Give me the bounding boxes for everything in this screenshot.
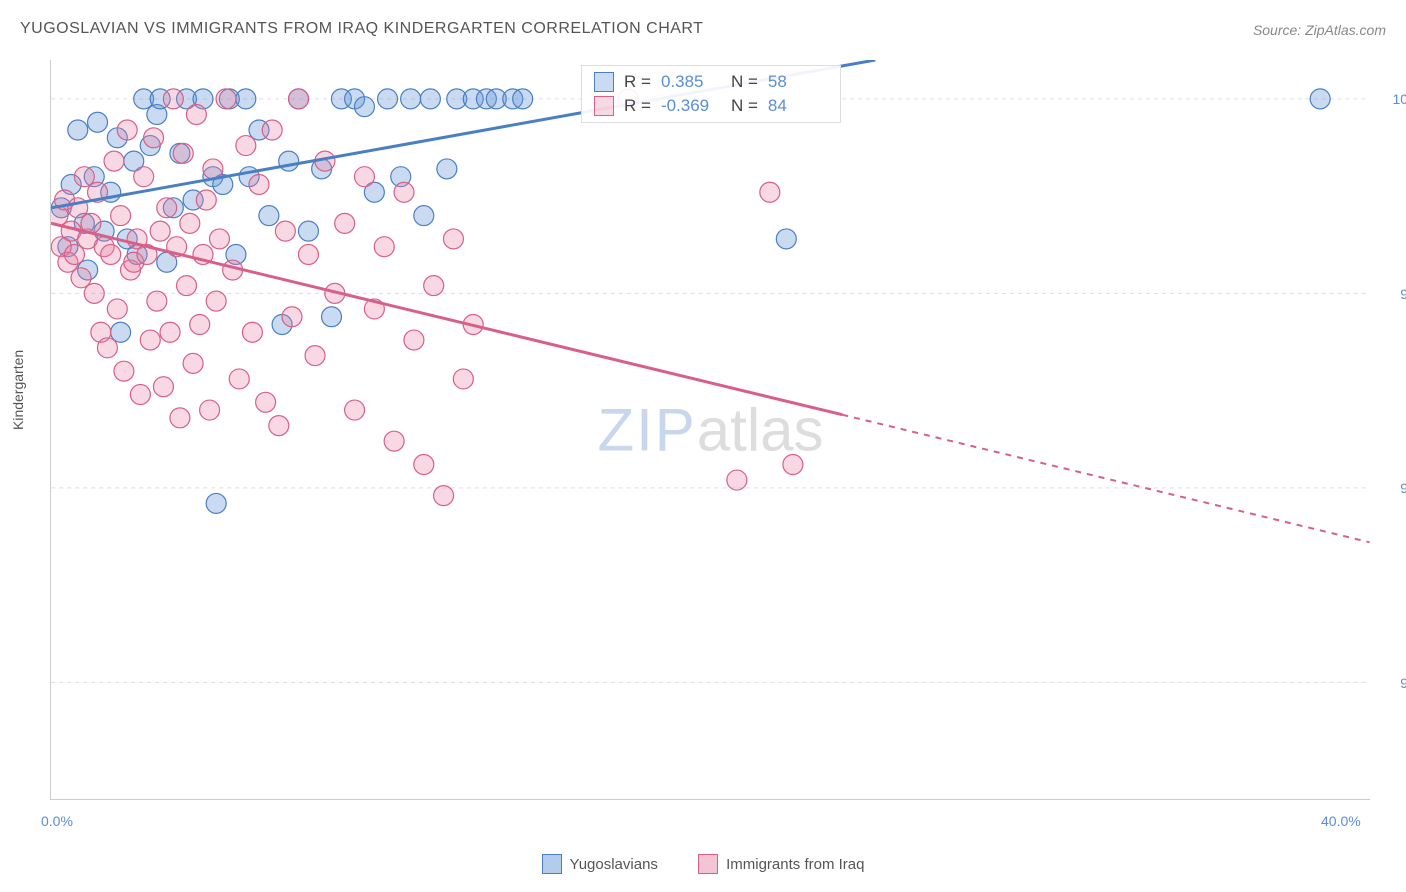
legend-item-2: Immigrants from Iraq xyxy=(698,854,864,874)
watermark-zip: ZIP xyxy=(597,396,696,463)
y-tick-label: 92.5% xyxy=(1380,675,1406,691)
swatch-series-1 xyxy=(594,72,614,92)
y-tick-label: 95.0% xyxy=(1380,480,1406,496)
x-tick-label: 0.0% xyxy=(41,813,73,829)
legend-label-2: Immigrants from Iraq xyxy=(726,856,864,873)
swatch-series-2 xyxy=(594,96,614,116)
y-axis-label: Kindergarten xyxy=(10,350,26,430)
y-tick-label: 97.5% xyxy=(1380,286,1406,302)
legend-item-1: Yugoslavians xyxy=(542,854,658,874)
r-label-2: R = xyxy=(624,96,651,116)
r-label-1: R = xyxy=(624,72,651,92)
chart-source: Source: ZipAtlas.com xyxy=(1253,22,1386,38)
bottom-legend: Yugoslavians Immigrants from Iraq xyxy=(0,854,1406,878)
stats-row-2: R = -0.369 N = 84 xyxy=(594,94,828,118)
plot-area: ZIPatlas 92.5%95.0%97.5%100.0% 0.0%40.0%… xyxy=(50,60,1370,800)
r-value-1: 0.385 xyxy=(661,72,721,92)
watermark-atlas: atlas xyxy=(697,396,824,463)
legend-swatch-1 xyxy=(542,854,562,874)
r-value-2: -0.369 xyxy=(661,96,721,116)
stats-box: R = 0.385 N = 58 R = -0.369 N = 84 xyxy=(581,65,841,123)
watermark: ZIPatlas xyxy=(597,395,823,464)
trend-layer xyxy=(51,60,1370,799)
stats-row-1: R = 0.385 N = 58 xyxy=(594,70,828,94)
grid-layer xyxy=(51,60,1370,799)
legend-swatch-2 xyxy=(698,854,718,874)
x-tick-label: 40.0% xyxy=(1321,813,1361,829)
legend-label-1: Yugoslavians xyxy=(570,856,658,873)
n-value-2: 84 xyxy=(768,96,828,116)
chart-title: YUGOSLAVIAN VS IMMIGRANTS FROM IRAQ KIND… xyxy=(20,20,703,38)
y-tick-label: 100.0% xyxy=(1380,91,1406,107)
correlation-chart: YUGOSLAVIAN VS IMMIGRANTS FROM IRAQ KIND… xyxy=(0,0,1406,892)
n-value-1: 58 xyxy=(768,72,828,92)
n-label-2: N = xyxy=(731,96,758,116)
n-label-1: N = xyxy=(731,72,758,92)
scatter-layer xyxy=(51,60,1370,799)
